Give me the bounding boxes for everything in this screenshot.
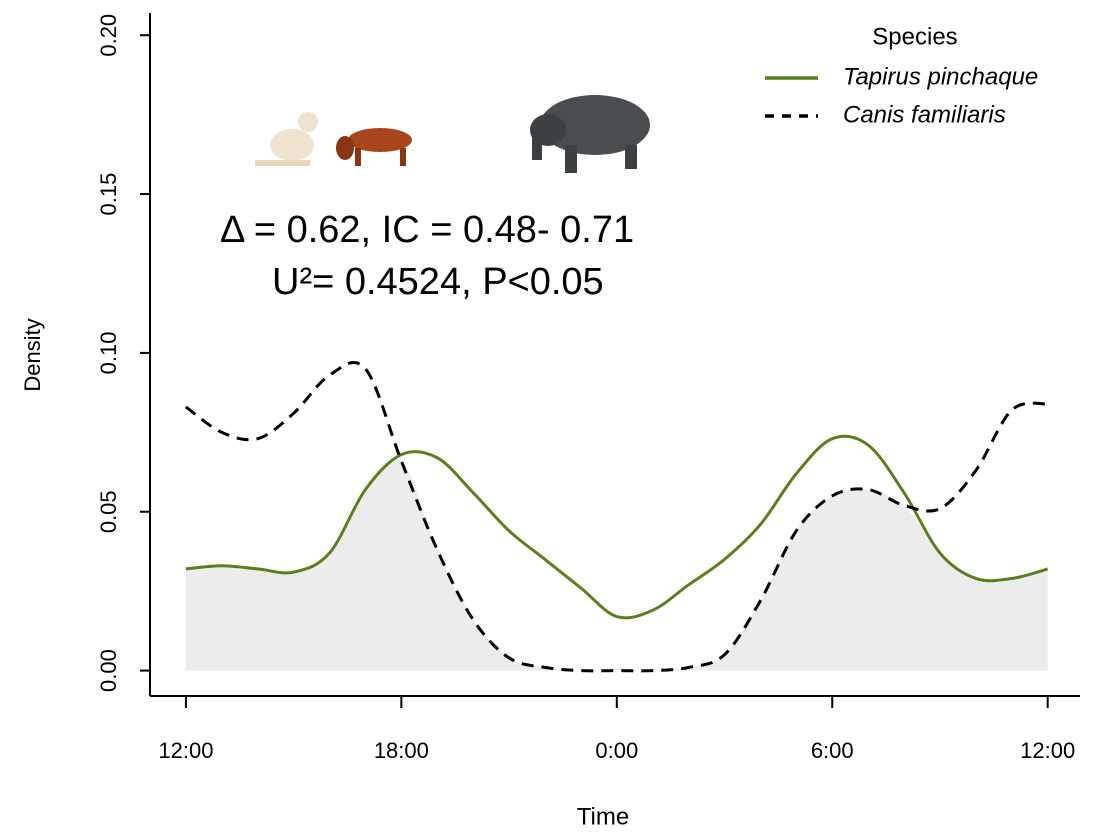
x-tick-label: 12:00 xyxy=(158,738,213,763)
x-tick-label: 0:00 xyxy=(595,738,638,763)
icons xyxy=(255,95,650,173)
overlap-area xyxy=(185,458,1048,671)
y-tick-label: 0.15 xyxy=(96,173,121,216)
legend-label: Canis familiaris xyxy=(843,101,1006,128)
series-line xyxy=(185,361,1048,673)
y-tick-label: 0.05 xyxy=(96,490,121,533)
x-tick-label: 6:00 xyxy=(811,738,854,763)
legend-title: Species xyxy=(872,23,957,50)
x-tick-label: 18:00 xyxy=(374,738,429,763)
annotation: U²= 0.4524, P<0.05 xyxy=(272,261,604,303)
x-tick-label: 12:00 xyxy=(1020,738,1075,763)
y-axis-label: Density xyxy=(20,318,45,391)
y-tick-label: 0.10 xyxy=(96,331,121,374)
x-axis-label: Time xyxy=(577,803,629,830)
y-tick-label: 0.20 xyxy=(96,14,121,57)
legend-label: Tapirus pinchaque xyxy=(843,63,1038,90)
y-tick-label: 0.00 xyxy=(96,649,121,692)
series-line xyxy=(185,434,1049,620)
annotation: Δ = 0.62, IC = 0.48- 0.71 xyxy=(220,209,634,251)
